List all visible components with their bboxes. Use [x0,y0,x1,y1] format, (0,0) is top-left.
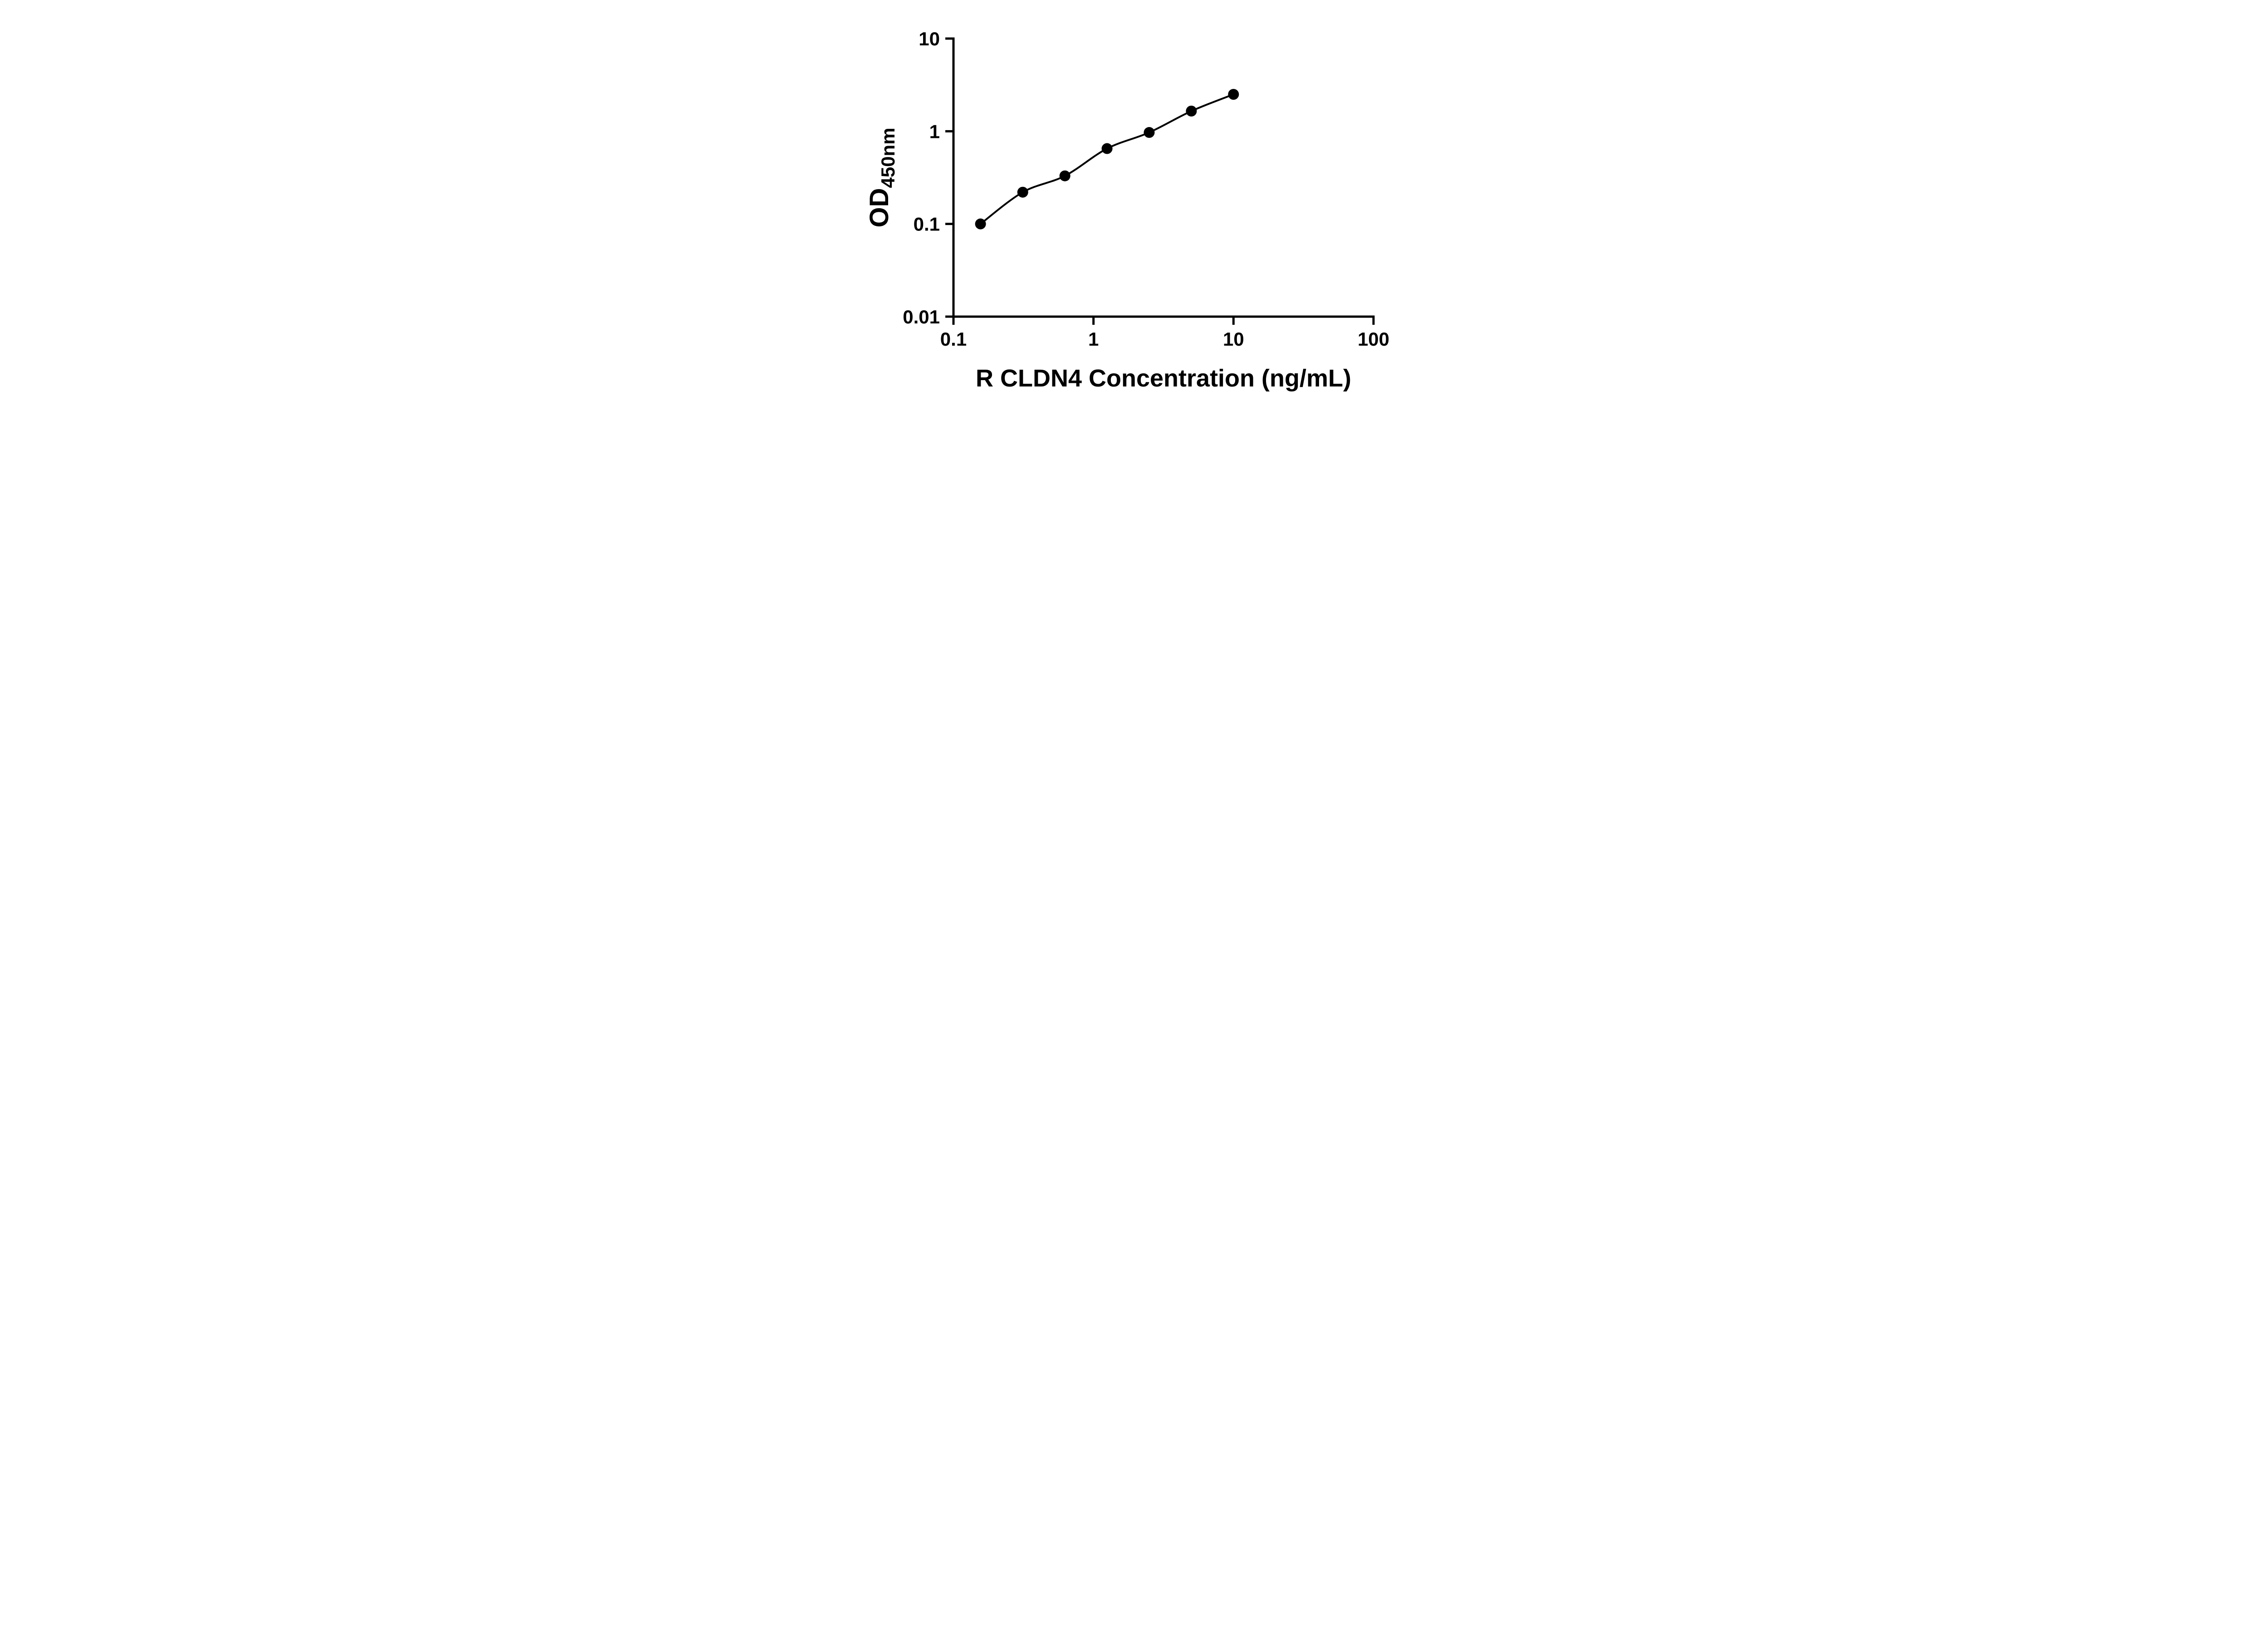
y-tick-label: 1 [929,121,939,142]
data-point-marker [1185,105,1197,117]
x-tick-label: 100 [1357,328,1389,350]
series-points [975,89,1239,230]
y-tick-label: 0.1 [913,214,939,235]
x-tick-label: 0.1 [940,328,966,350]
y-axis-ticks: 0.01 0.1 1 10 [903,28,953,328]
data-point-marker [975,218,986,230]
y-tick-label: 0.01 [903,306,940,328]
y-axis-title: OD450nm [865,127,899,227]
data-point-marker [1143,127,1154,138]
data-point-marker [1017,186,1028,198]
data-point-marker [1227,89,1239,100]
x-tick-label: 10 [1222,328,1244,350]
x-tick-label: 1 [1088,328,1098,350]
x-axis-title: R CLDN4 Concentration (ng/mL) [976,365,1351,392]
y-tick-label: 10 [919,28,940,49]
standard-curve-figure: 0.1 1 10 100 0.01 0.1 1 10 R CLDN4 Concentration… [842,0,1426,408]
data-point-marker [1059,170,1070,181]
axes [952,37,1374,318]
x-axis-ticks: 0.1 1 10 100 [940,317,1389,350]
data-point-marker [1101,143,1113,154]
